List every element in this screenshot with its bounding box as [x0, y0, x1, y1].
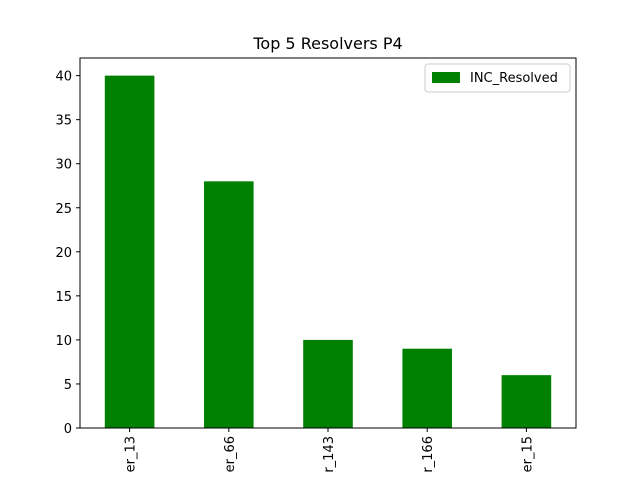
plot-frame	[79, 57, 577, 429]
y-tick-label: 5	[64, 378, 72, 393]
y-tick-label: 15	[55, 290, 72, 305]
x-tick-label: er_66	[223, 436, 238, 472]
x-tick-label: er_15	[520, 436, 535, 472]
y-tick-label: 40	[55, 70, 72, 85]
y-tick-label: 10	[55, 334, 72, 349]
x-axis: er_13 er_66 r_143 r_166 er_15	[124, 428, 535, 473]
x-tick-label: r_166	[421, 436, 436, 473]
bar-er_13	[104, 75, 155, 428]
bar-er_15	[501, 375, 552, 428]
y-tick-label: 0	[64, 422, 72, 437]
x-tick-label: er_13	[124, 436, 139, 472]
y-tick-label: 25	[55, 202, 72, 217]
legend-label: INC_Resolved	[470, 71, 558, 86]
y-tick-label: 30	[55, 158, 72, 173]
bar-r_143	[303, 339, 353, 428]
legend-box	[424, 63, 571, 93]
legend-swatch	[432, 72, 460, 83]
x-tick-label: r_143	[322, 436, 337, 473]
bars-group	[104, 75, 552, 428]
chart-title: Top 5 Resolvers P4	[252, 34, 402, 53]
y-tick-label: 20	[55, 246, 72, 261]
bar-r_166	[402, 348, 452, 428]
y-axis: 0 5 10 15 20 25 30 35 40	[55, 70, 80, 437]
bar-er_66	[204, 181, 254, 428]
y-tick-label: 35	[55, 114, 72, 129]
legend: INC_Resolved	[424, 63, 571, 93]
